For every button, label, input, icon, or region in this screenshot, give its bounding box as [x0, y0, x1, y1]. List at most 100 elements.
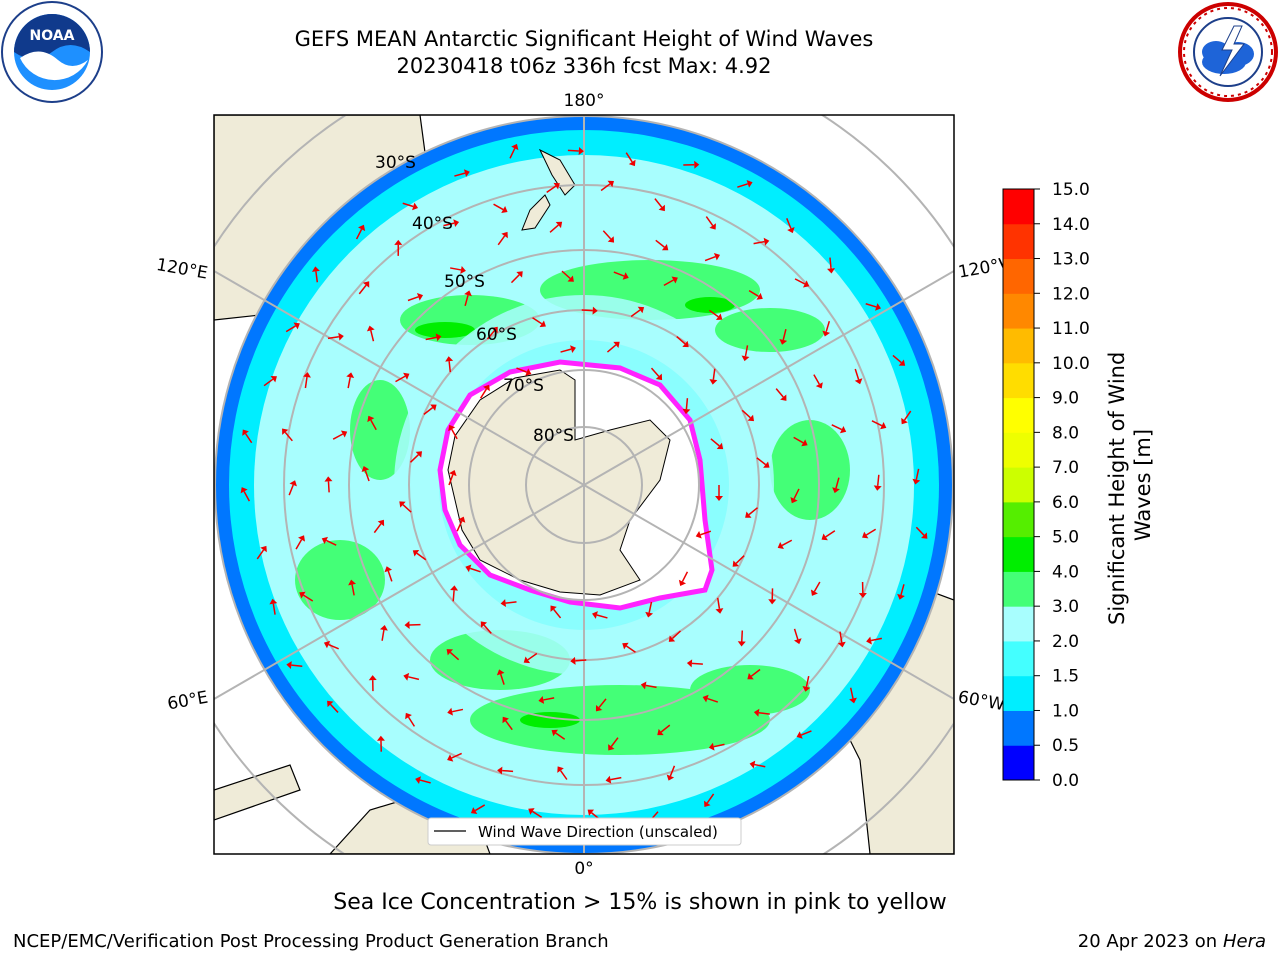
wave-direction-arrow	[669, 765, 676, 777]
wave-direction-arrowhead	[240, 487, 248, 494]
wave-direction-arrowhead	[448, 424, 456, 432]
wave-direction-arrow	[407, 296, 419, 302]
title-line-1: GEFS MEAN Antarctic Significant Height o…	[294, 27, 874, 51]
wave-direction-arrow	[892, 354, 902, 364]
wave-direction-arrow	[474, 804, 486, 812]
wave-direction-arrowhead	[525, 368, 532, 376]
wave-direction-arrow	[754, 763, 766, 768]
wave-direction-arrow	[625, 152, 633, 163]
wave-direction-arrowhead	[483, 384, 490, 392]
colorbar-tick-label: 7.0	[1052, 458, 1079, 478]
wave-direction-arrow	[448, 361, 452, 373]
wave-direction-arrowhead	[866, 636, 872, 645]
wave-direction-arrowhead	[464, 290, 472, 297]
colorbar-segment	[1003, 328, 1034, 364]
wave-direction-arrow	[486, 330, 496, 340]
wave-direction-arrow	[630, 309, 641, 318]
wave-direction-arrow	[825, 530, 836, 538]
wave-direction-arrow	[865, 303, 877, 308]
wave-direction-arrowhead	[404, 620, 410, 629]
wave-direction-arrowhead	[553, 182, 560, 190]
wave-direction-arrowhead	[822, 330, 831, 337]
wave-direction-arrowhead	[741, 355, 750, 362]
wave-direction-arrowhead	[470, 807, 478, 814]
colorbar-segment	[1003, 258, 1034, 294]
wave-direction-arrowhead	[802, 686, 811, 692]
colorbar-tick-label: 0.0	[1052, 771, 1079, 791]
wave-direction-arrowhead	[640, 681, 647, 690]
wave-direction-arrow	[303, 594, 314, 602]
wave-direction-arrow	[606, 344, 617, 353]
wave-direction-arrow	[748, 507, 758, 516]
title-line-2: 20230418 t06z 336h fcst Max: 4.92	[396, 54, 772, 78]
wave-direction-arrowhead	[366, 325, 375, 332]
wave-direction-arrowhead	[323, 640, 331, 649]
wave-direction-arrow	[454, 172, 466, 177]
colorbar-segment	[1003, 536, 1034, 572]
wave-direction-arrow	[915, 526, 925, 536]
wave-direction-arrow	[737, 183, 749, 188]
noaa-logo-text: NOAA	[30, 28, 75, 44]
wave-direction-arrowhead	[862, 531, 869, 539]
wave-direction-arrowhead	[839, 426, 847, 434]
wave-direction-arrowhead	[539, 320, 546, 328]
wave-direction-arrowhead	[921, 532, 928, 539]
wave-direction-arrowhead	[715, 496, 723, 501]
wave-direction-arrow	[553, 608, 562, 619]
wave-direction-arrowhead	[713, 252, 721, 261]
lat-labels: 30°S 40°S 50°S 60°S 70°S 80°S	[375, 153, 574, 446]
wave-direction-arrowhead	[327, 700, 334, 708]
colorbar-segment	[1003, 397, 1034, 433]
lat-label-30s: 30°S	[375, 153, 416, 173]
wave-direction-arrow	[713, 743, 725, 748]
wave-direction-arrowhead	[815, 382, 823, 389]
wave-direction-arrow	[493, 203, 504, 211]
wave-direction-arrowhead	[368, 675, 377, 681]
wave-direction-arrow	[613, 271, 625, 277]
wave-direction-arrowhead	[745, 511, 752, 518]
footer-credit: NCEP/EMC/Verification Post Processing Pr…	[13, 931, 609, 952]
wave-direction-arrowhead	[394, 239, 403, 245]
wave-direction-arrowhead	[880, 422, 887, 430]
wave-direction-arrowhead	[682, 408, 691, 415]
wave-direction-arrow	[871, 420, 883, 427]
wave-direction-arrowhead	[763, 461, 770, 468]
wave-direction-arrowhead	[605, 775, 612, 784]
wave-direction-arrowhead	[695, 530, 702, 539]
wave-direction-arrowhead	[445, 356, 454, 362]
wave-direction-arrow	[663, 279, 674, 287]
wave-direction-arrow	[813, 581, 821, 592]
wave-direction-arrowhead	[415, 451, 423, 458]
wave-direction-arrow	[854, 368, 860, 380]
wave-direction-arrow	[793, 488, 800, 500]
wave-direction-arrow	[288, 484, 294, 496]
wave-direction-arrow	[781, 539, 793, 547]
wave-direction-arrow	[532, 810, 543, 818]
wave-direction-arrowhead	[412, 202, 419, 211]
wave-direction-arrowhead	[645, 611, 654, 618]
wave-direction-arrowhead	[686, 659, 693, 668]
wave-direction-arrowhead	[497, 766, 503, 775]
wave-direction-arrowhead	[282, 428, 289, 435]
wave-direction-arrow	[328, 643, 339, 650]
wave-direction-arrowhead	[460, 266, 466, 274]
wave-direction-arrowhead	[628, 159, 636, 167]
wave-direction-arrowhead	[658, 204, 665, 212]
colorbar-segment	[1003, 189, 1034, 225]
colorbar-segment	[1003, 467, 1034, 503]
wave-direction-arrow	[800, 730, 812, 736]
wave-direction-arrowhead	[777, 541, 784, 549]
wave-direction-arrowhead	[511, 143, 519, 151]
colorbar-segment	[1003, 606, 1034, 642]
colorbar-tick-label: 5.0	[1052, 528, 1079, 548]
wave-direction-arrowhead	[746, 179, 753, 188]
wave-direction-arrowhead	[655, 373, 663, 381]
colorbar-tick-label: 13.0	[1052, 250, 1090, 270]
colorbar-tick-label: 8.0	[1052, 423, 1079, 443]
wave-direction-arrow	[327, 481, 330, 493]
wave-direction-arrowhead	[270, 375, 277, 383]
wave-direction-arrowhead	[358, 224, 366, 232]
wave-direction-arrowhead	[450, 585, 459, 591]
wave-direction-arrowhead	[901, 417, 908, 425]
wave-direction-arrow	[681, 571, 689, 582]
